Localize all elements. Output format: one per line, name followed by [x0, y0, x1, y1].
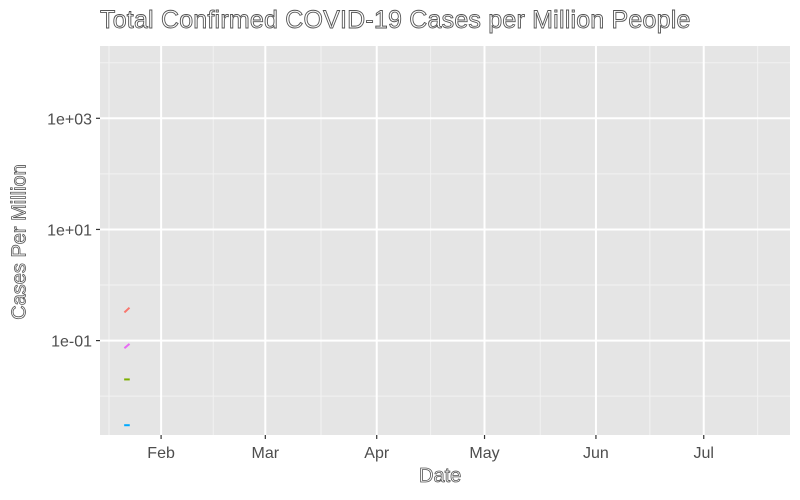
grid-layer — [100, 46, 790, 435]
x-tick-label: May — [469, 445, 499, 462]
x-tick-label: Mar — [252, 445, 280, 462]
x-axis-title: Date — [419, 465, 462, 488]
x-tick-label: Apr — [364, 445, 390, 462]
x-tick-label: Feb — [147, 445, 175, 462]
y-tick-label: 1e-01 — [51, 334, 92, 351]
plot-panel — [100, 46, 790, 435]
series-layer — [123, 306, 131, 427]
y-axis-title: Cases Per Million — [8, 164, 31, 320]
series-line — [123, 306, 131, 314]
y-tick-label: 1e+03 — [47, 111, 92, 128]
axis-layer: Feb Mar Apr May Jun Jul 1e-01 1e+01 1e+03 — [47, 111, 714, 462]
x-tick-label: Jun — [583, 445, 609, 462]
chart-title: Total Confirmed COVID-19 Cases per Milli… — [100, 6, 691, 35]
y-tick-label: 1e+01 — [47, 222, 92, 239]
series-line — [123, 343, 131, 349]
x-tick-label: Jul — [694, 445, 714, 462]
